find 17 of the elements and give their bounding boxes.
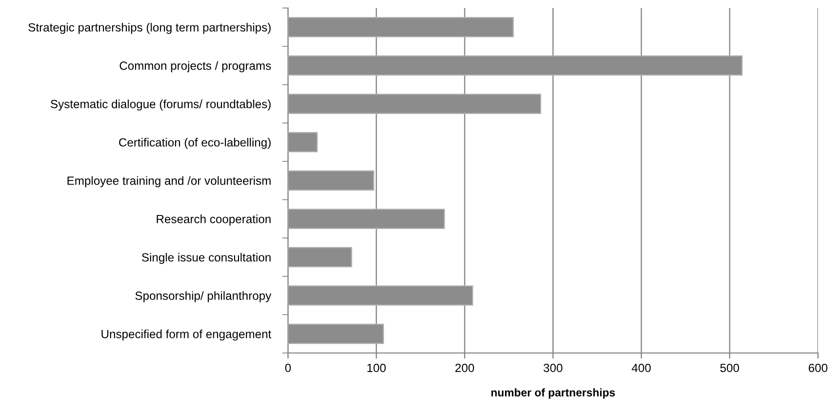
x-tick-label: 200 [455,364,474,372]
x-tick-label: 400 [632,364,651,372]
x-tick-label: 0 [285,364,291,372]
y-tick-label: Single issue consultation [142,252,271,264]
y-tick-label: Common projects / programs [120,61,271,72]
y-tick-label: Unspecified form of engagement [102,330,272,341]
x-tick-label: 600 [808,364,828,372]
y-tick-label: Research cooperation [156,214,271,226]
x-axis-title: number of partnerships [491,388,615,399]
y-tick-label: Strategic partnerships (long term partnerships) [28,22,271,34]
y-tick-label: Certification (of eco-labelling) [119,138,271,149]
x-tick-label: 100 [367,364,386,372]
x-tick-label: 300 [544,364,562,372]
x-tick-label: 500 [720,364,740,372]
y-tick-label: Employee training and /or volunteerism [68,176,271,188]
y-tick-label: Systematic dialogue (forums/ roundtables) [50,100,271,111]
y-tick-label: Sponsorship/ philanthropy [135,291,272,302]
